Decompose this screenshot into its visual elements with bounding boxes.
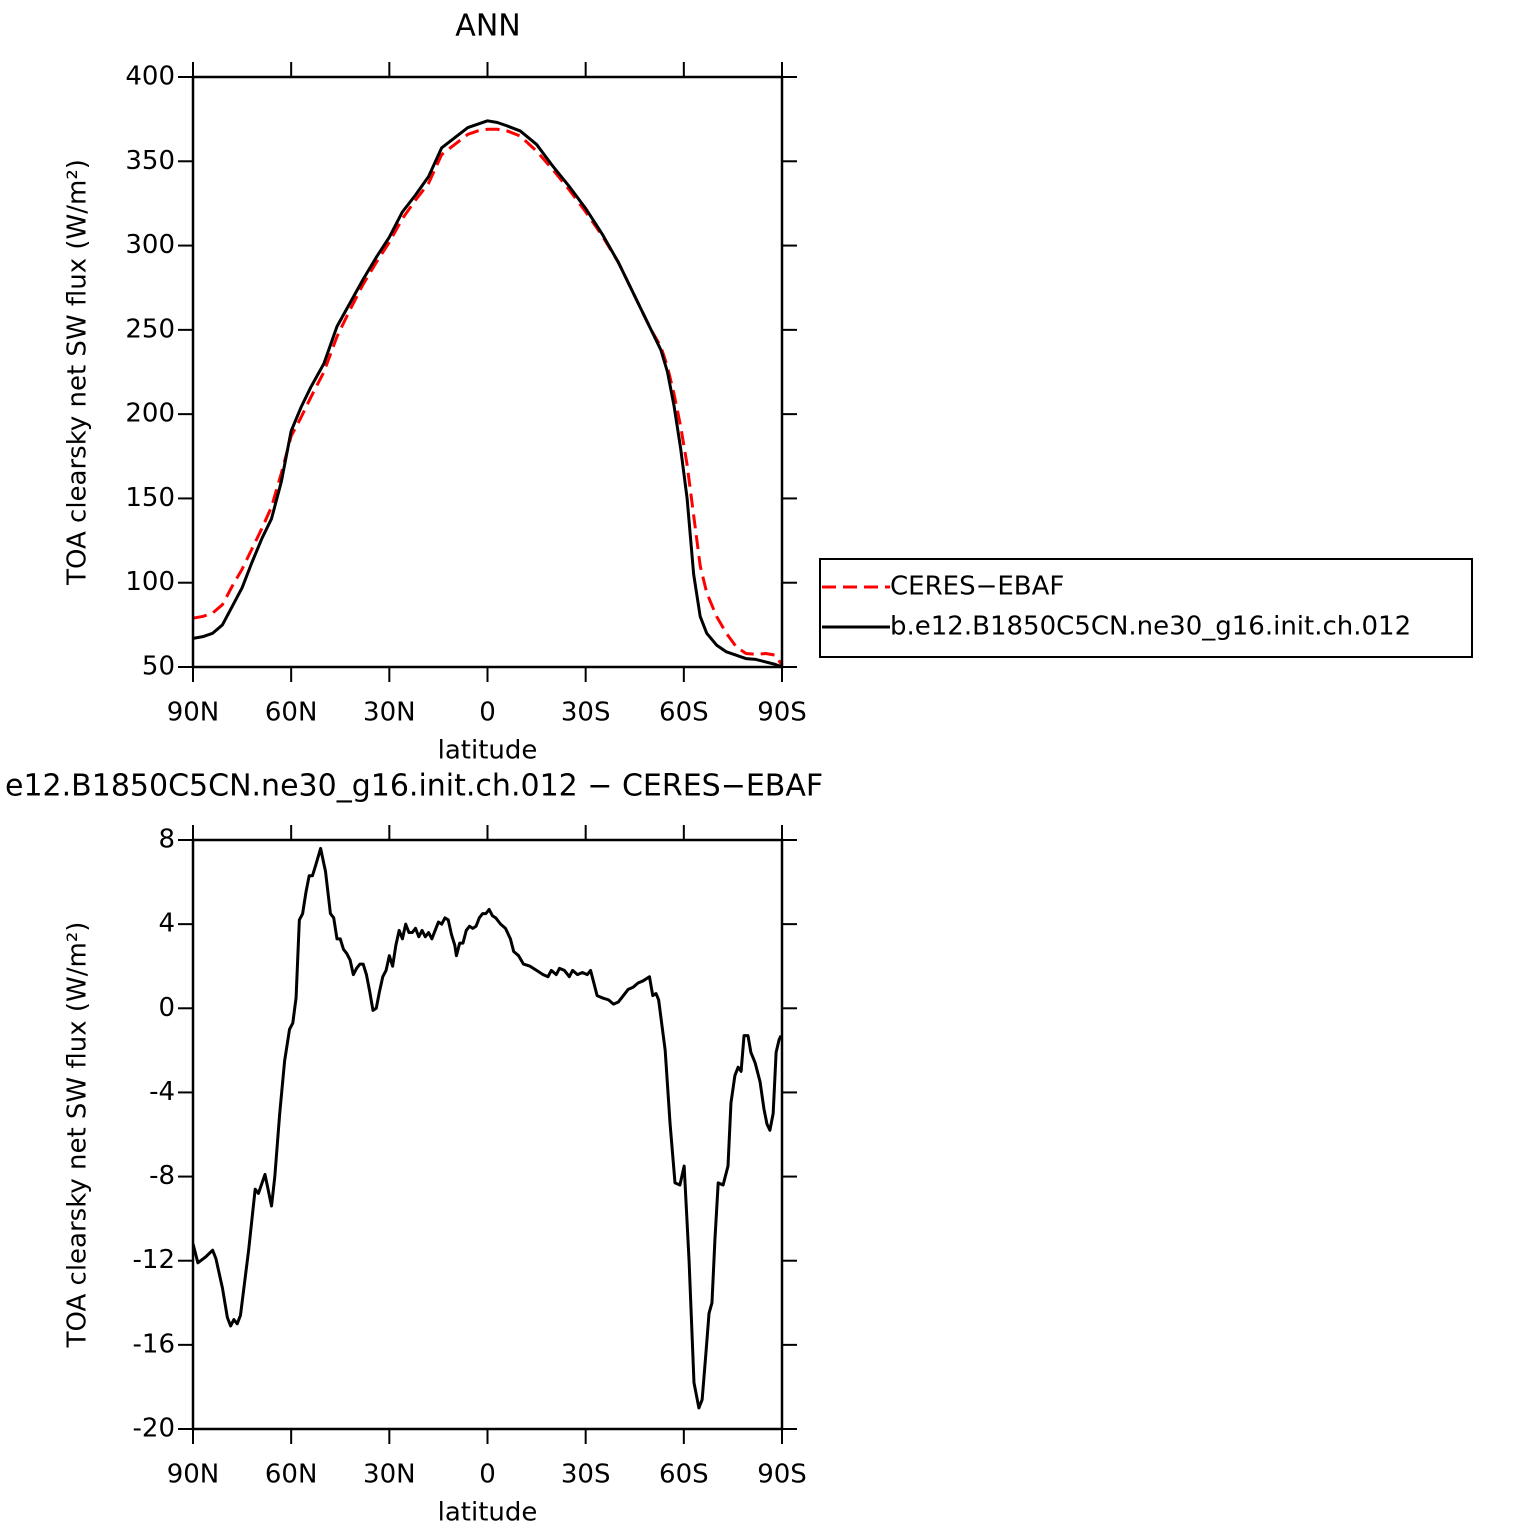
y-tick-label: -20 <box>133 1414 175 1444</box>
y-tick-label: -8 <box>149 1161 175 1191</box>
legend-label: b.e12.B1850C5CN.ne30_g16.init.ch.012 <box>890 612 1411 642</box>
x-tick-label: 0 <box>479 698 496 728</box>
y-tick-label: 4 <box>158 909 175 939</box>
x-tick-label: 0 <box>479 1460 496 1490</box>
series-line <box>193 127 782 667</box>
x-tick-label: 30N <box>363 698 416 728</box>
y-tick-label: 200 <box>125 399 175 429</box>
chart-title: e12.B1850C5CN.ne30_g16.init.ch.012 − CER… <box>5 769 823 804</box>
x-tick-label: 90N <box>167 1460 220 1490</box>
x-axis-label: latitude <box>438 736 538 766</box>
y-tick-label: -4 <box>149 1077 175 1107</box>
y-tick-label: 300 <box>125 230 175 260</box>
x-tick-label: 60S <box>659 1460 709 1490</box>
plot-frame <box>191 75 784 669</box>
legend-label: CERES−EBAF <box>890 572 1064 602</box>
plot-frame <box>191 838 784 1431</box>
y-tick-label: 150 <box>125 483 175 513</box>
series-line <box>193 846 782 1410</box>
x-tick-label: 30S <box>561 1460 611 1490</box>
x-tick-label: 30N <box>363 1460 416 1490</box>
y-tick-label: 0 <box>158 993 175 1023</box>
x-tick-label: 60N <box>265 1460 318 1490</box>
x-tick-label: 60S <box>659 698 709 728</box>
series-line <box>193 119 782 669</box>
x-tick-label: 90S <box>757 698 807 728</box>
chart-title: ANN <box>455 9 520 44</box>
y-axis-label: TOA clearsky net SW flux (W/m²) <box>63 159 93 586</box>
y-tick-label: 100 <box>125 567 175 597</box>
y-tick-label: -16 <box>133 1329 175 1359</box>
y-tick-label: 350 <box>125 146 175 176</box>
x-tick-label: 90S <box>757 1460 807 1490</box>
x-tick-label: 30S <box>561 698 611 728</box>
y-tick-label: 50 <box>142 652 175 682</box>
legend-box <box>819 558 1473 658</box>
y-tick-label: 8 <box>158 825 175 855</box>
y-axis-label: TOA clearsky net SW flux (W/m²) <box>63 922 93 1349</box>
x-axis-label: latitude <box>438 1498 538 1528</box>
y-tick-label: -12 <box>133 1245 175 1275</box>
y-tick-label: 400 <box>125 62 175 92</box>
x-tick-label: 60N <box>265 698 318 728</box>
x-tick-label: 90N <box>167 698 220 728</box>
y-tick-label: 250 <box>125 314 175 344</box>
